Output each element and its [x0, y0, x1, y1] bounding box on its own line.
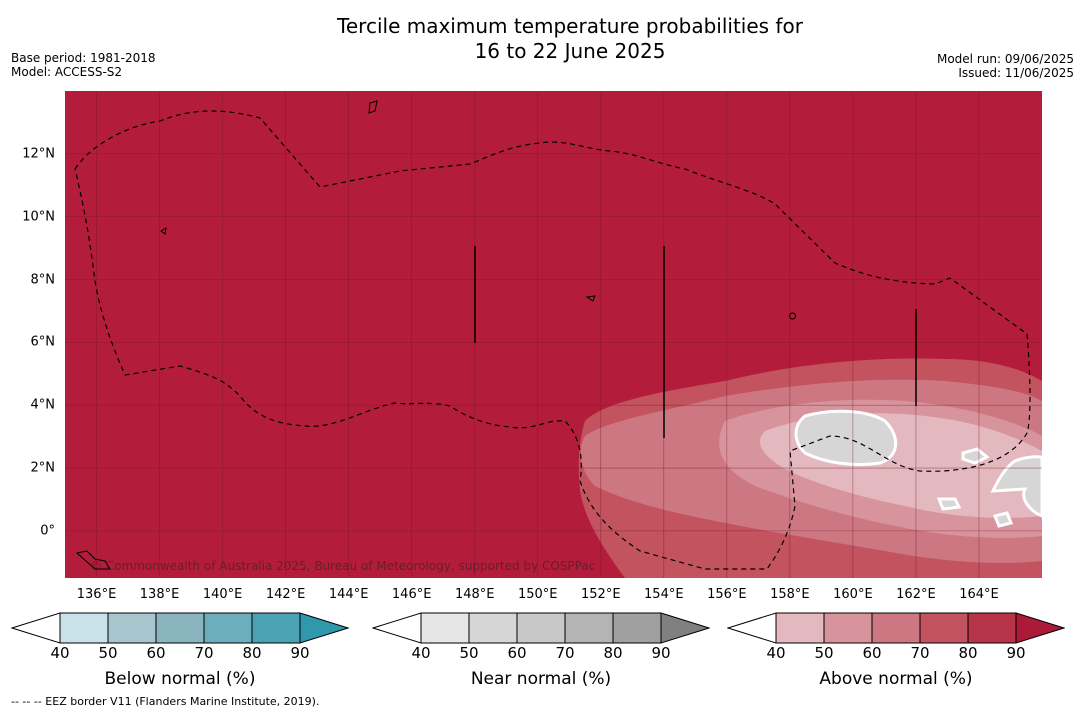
colorbar-segment [516, 612, 566, 644]
x-tick-label: 162°E [896, 587, 936, 602]
map-title: Tercile maximum temperature probabilitie… [0, 14, 1085, 64]
colorbar-segment [823, 612, 873, 644]
probability-map [65, 91, 1042, 578]
x-tick-label: 140°E [202, 587, 243, 602]
x-tick-label: 158°E [770, 587, 810, 602]
y-tick-label: 4°N [30, 397, 56, 413]
colorbar-left-extend [727, 612, 777, 644]
issued-date: Issued: 11/06/2025 [958, 66, 1074, 80]
x-tick-label: 136°E [76, 587, 117, 602]
colorbar-tick: 50 [98, 644, 118, 662]
colorbar-tick: 60 [862, 644, 882, 662]
colorbar-tick: 50 [459, 644, 479, 662]
colorbar-tick: 80 [242, 644, 262, 662]
colorbar-segment [107, 612, 157, 644]
colorbar-tick: 90 [651, 644, 671, 662]
y-tick-label: 0° [40, 523, 55, 539]
colorbar-segment [612, 612, 662, 644]
colorbar-tick: 40 [766, 644, 786, 662]
y-tick-label: 6°N [30, 334, 56, 350]
eez-footer-note: -- -- -- EEZ border V11 (Flanders Marine… [11, 695, 320, 708]
colorbar-segment [251, 612, 301, 644]
meta-left: Base period: 1981-2018 Model: ACCESS-S2 [11, 51, 156, 79]
colorbar-left-extend [372, 612, 422, 644]
y-tick-label: 10°N [22, 209, 55, 225]
x-tick-label: 144°E [328, 587, 369, 602]
colorbar-segment [564, 612, 614, 644]
colorbar-segment [203, 612, 253, 644]
colorbar-segment [155, 612, 205, 644]
colorbar-segment [775, 612, 825, 644]
colorbar-label: Above normal (%) [819, 669, 973, 689]
colorbar-tick: 40 [411, 644, 431, 662]
colorbar-label: Near normal (%) [470, 669, 612, 689]
map-gridlines [65, 91, 1042, 578]
x-tick-label: 138°E [139, 587, 180, 602]
colorbar-segment [420, 612, 470, 644]
x-tick-label: 152°E [581, 587, 621, 602]
base-period: Base period: 1981-2018 [11, 51, 156, 65]
title-line-1: Tercile maximum temperature probabilitie… [337, 14, 803, 38]
colorbar-1 [11, 612, 349, 644]
near-normal-patch-4 [936, 497, 962, 511]
x-tick-label: 142°E [265, 587, 306, 602]
model-run: Model run: 09/06/2025 [936, 52, 1074, 66]
colorbar-tick: 60 [507, 644, 527, 662]
colorbar-tick: 70 [194, 644, 214, 662]
colorbar-segment [468, 612, 518, 644]
x-tick-label: 150°E [517, 587, 558, 602]
x-tick-label: 154°E [644, 587, 684, 602]
colorbar-tick: 40 [50, 644, 70, 662]
copyright-notice: © Commonwealth of Australia 2025, Bureau… [90, 559, 596, 573]
colorbar-label: Below normal (%) [104, 669, 256, 689]
x-tick-label: 148°E [454, 587, 495, 602]
x-tick-label: 156°E [707, 587, 747, 602]
title-line-2: 16 to 22 June 2025 [474, 39, 666, 63]
colorbar-tick: 80 [603, 644, 623, 662]
colorbar-tick: 70 [910, 644, 930, 662]
x-tick-label: 146°E [391, 587, 432, 602]
near-normal-patch-5 [992, 511, 1014, 528]
colorbar-tick: 60 [146, 644, 166, 662]
colorbar-right-extend [299, 612, 349, 644]
x-tick-label: 160°E [833, 587, 873, 602]
colorbar-tick: 90 [1006, 644, 1026, 662]
colorbar-tick: 80 [958, 644, 978, 662]
colorbar-tick: 70 [555, 644, 575, 662]
y-tick-label: 2°N [30, 460, 56, 476]
islands [75, 100, 796, 570]
colorbar-left-extend [11, 612, 61, 644]
meta-right: Model run: 09/06/2025 Issued: 11/06/2025 [937, 52, 1074, 80]
model-name: Model: ACCESS-S2 [11, 65, 123, 79]
colorbar-right-extend [660, 612, 710, 644]
eez-border [74, 110, 1031, 570]
colorbar-segment [59, 612, 109, 644]
colorbar-segment [919, 612, 969, 644]
near-normal-patch-3 [961, 447, 990, 465]
colorbar-segment [967, 612, 1017, 644]
y-tick-label: 8°N [30, 272, 56, 288]
near-normal-patch-2 [990, 455, 1042, 518]
colorbar-tick: 50 [814, 644, 834, 662]
colorbar-3 [727, 612, 1065, 644]
y-tick-label: 12°N [22, 146, 55, 162]
colorbar-tick: 90 [290, 644, 310, 662]
x-tick-label: 164°E [959, 587, 999, 602]
colorbar-2 [372, 612, 710, 644]
colorbar-right-extend [1015, 612, 1065, 644]
colorbar-segment [871, 612, 921, 644]
